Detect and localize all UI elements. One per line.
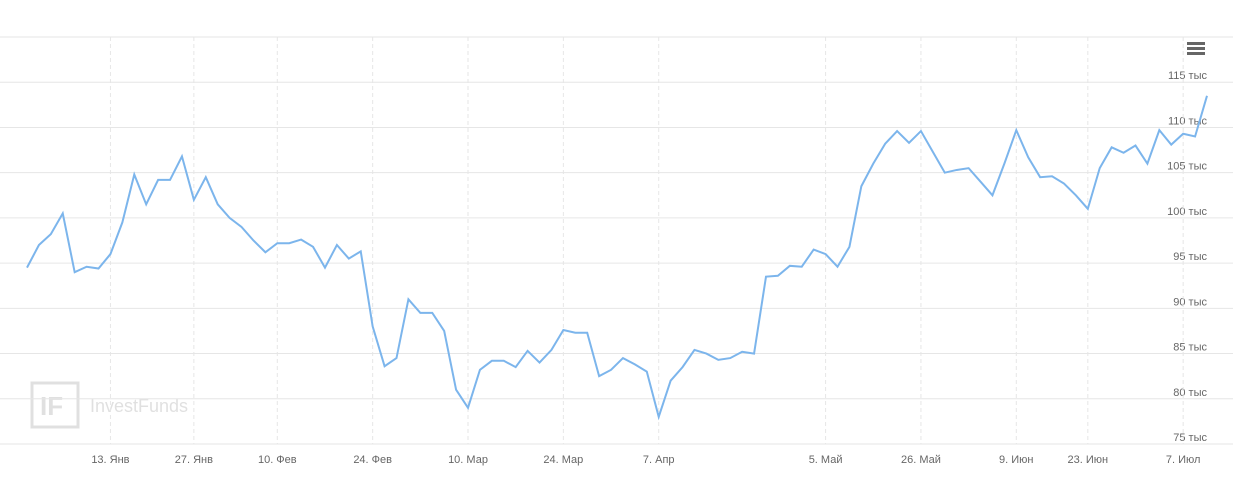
menu-bar xyxy=(1187,47,1205,50)
y-tick-label: 80 тыс xyxy=(1173,387,1207,399)
y-tick-label: 115 тыс xyxy=(1168,70,1208,82)
x-tick-label: 27. Янв xyxy=(175,454,213,466)
x-tick-label: 26. Май xyxy=(901,454,941,466)
y-tick-label: 75 тыс xyxy=(1173,432,1207,444)
x-tick-label: 24. Мар xyxy=(543,454,583,466)
y-tick-label: 100 тыс xyxy=(1167,206,1207,218)
x-tick-label: 9. Июн xyxy=(999,454,1033,466)
menu-bar xyxy=(1187,42,1205,45)
line xyxy=(26,95,1208,421)
x-tick-label: 7. Апр xyxy=(643,454,675,466)
y-tick-label: 95 тыс xyxy=(1173,251,1207,263)
x-tick-label: 10. Мар xyxy=(448,454,488,466)
x-tick-label: 5. Май xyxy=(809,454,843,466)
y-tick-label: 85 тыс xyxy=(1173,342,1207,354)
x-tick-label: 13. Янв xyxy=(91,454,129,466)
logo-mark: IF xyxy=(40,391,63,421)
y-tick-label: 105 тыс xyxy=(1167,161,1207,173)
x-tick-label: 23. Июн xyxy=(1068,454,1109,466)
menu-button[interactable] xyxy=(1187,42,1205,55)
x-tick-label: 7. Июл xyxy=(1166,454,1201,466)
x-tick-label: 24. Фев xyxy=(353,454,392,466)
x-tick-label: 10. Фев xyxy=(258,454,297,466)
menu-bar xyxy=(1187,52,1205,55)
logo-box xyxy=(30,381,80,429)
watermark: InvestFunds xyxy=(90,396,188,416)
y-tick-label: 90 тыс xyxy=(1173,296,1207,308)
